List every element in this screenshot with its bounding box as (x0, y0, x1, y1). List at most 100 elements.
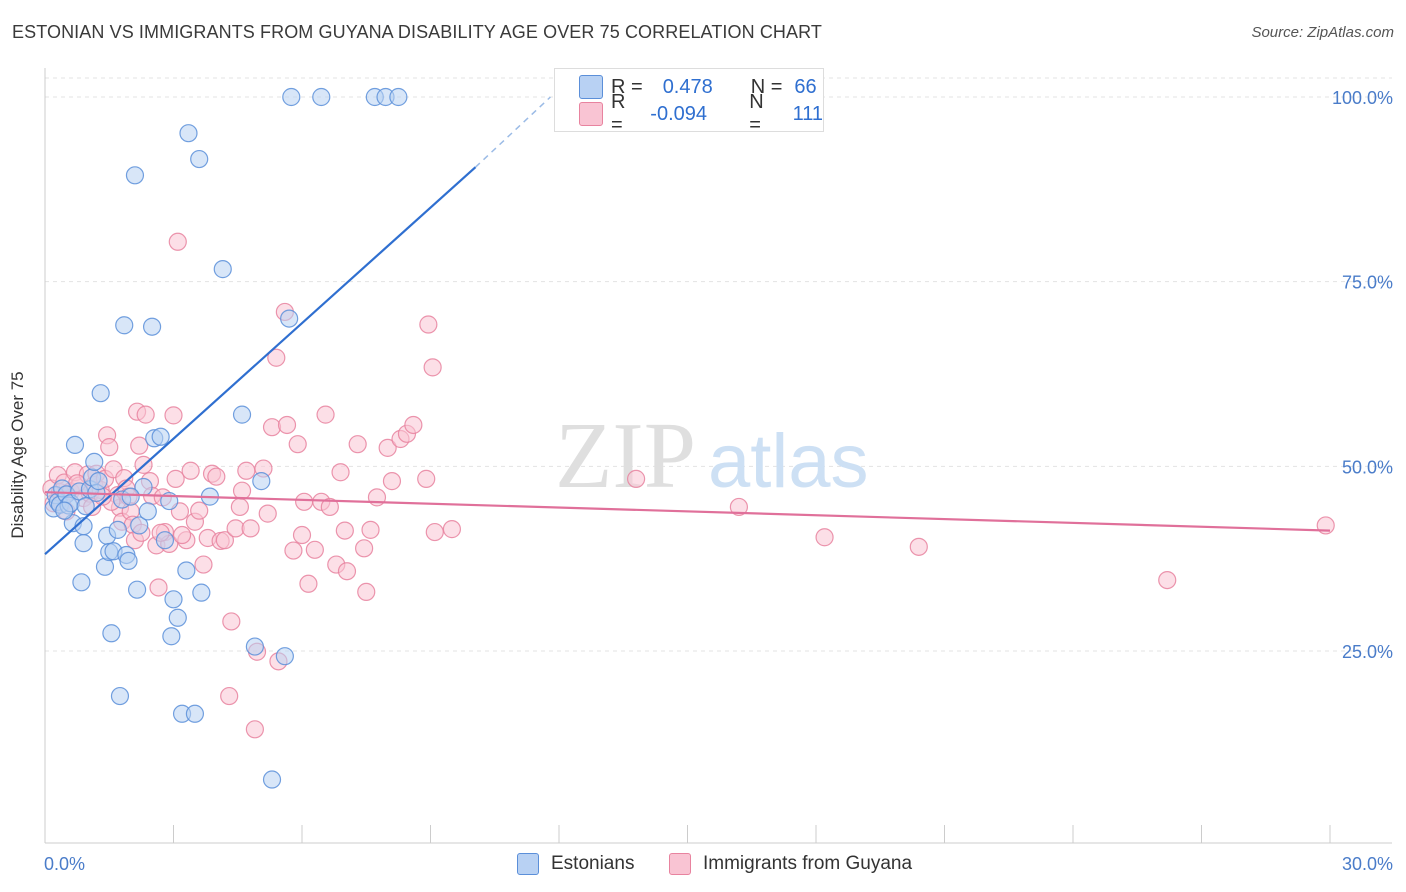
y-tick-label: 50.0% (1342, 457, 1393, 477)
watermark-zip: ZIP (555, 404, 696, 508)
guyana-point (331, 463, 350, 482)
guyana-point (337, 562, 357, 581)
guyana-point (220, 686, 239, 706)
estonian-point (115, 316, 134, 335)
estonian-point (72, 573, 91, 592)
n-label: N = (750, 75, 783, 98)
guyana-point (181, 461, 200, 480)
estonian-point (127, 580, 147, 599)
estonian-point (55, 501, 74, 520)
guyana-point (262, 418, 282, 437)
trend-lines (44, 96, 1331, 556)
estonian-point (232, 405, 252, 424)
legend-estonians-label: Estonians (551, 853, 635, 874)
guyana-point (130, 436, 149, 455)
guyana-point (316, 405, 335, 424)
guyana-swatch (579, 102, 603, 126)
guyana-point (815, 528, 834, 547)
guyana-point (425, 522, 444, 542)
estonian-point (74, 534, 93, 553)
estonian-point (85, 452, 104, 472)
estonians-trend-extension (474, 96, 551, 168)
guyana-r-value: -0.094 (650, 102, 708, 125)
estonian-point (177, 561, 196, 580)
estonian-point (65, 435, 85, 455)
guyana-point (299, 574, 318, 593)
guyana-point (100, 438, 119, 457)
estonian-point (192, 583, 211, 602)
legend-guyana-label: Immigrants from Guyana (703, 853, 913, 874)
guyana-point (295, 492, 314, 511)
watermark-atlas: atlas (708, 419, 869, 504)
guyana-point (288, 435, 307, 454)
y-tick-label: 100.0% (1332, 88, 1393, 108)
estonian-point (389, 87, 408, 107)
estonian-point (142, 317, 162, 336)
estonian-point (185, 704, 205, 723)
legend-item-estonians: Estonians (517, 851, 634, 877)
source-label: Source: ZipAtlas.com (1251, 24, 1394, 41)
guyana-point (166, 469, 185, 488)
guyana-n-value: 111 (792, 102, 823, 125)
guyana-point (361, 520, 380, 539)
guyana-point (241, 519, 260, 538)
y-tick-label: 25.0% (1342, 642, 1393, 662)
guyana-point (729, 497, 749, 517)
estonian-point (119, 551, 138, 570)
guyana-point (258, 504, 277, 523)
guyana-point (245, 720, 264, 739)
x-tick-label: 30.0% (1342, 854, 1393, 874)
guyana-point (442, 520, 462, 539)
estonian-point (312, 87, 331, 107)
guyana-point (626, 469, 646, 488)
guyana-point (335, 521, 354, 540)
estonian-point (213, 260, 232, 279)
guyana-point (378, 438, 397, 457)
guyana-point (1158, 570, 1177, 590)
guyana-point (207, 467, 226, 486)
guyana-point (136, 405, 155, 424)
y-axis-label: Disability Age Over 75 (8, 371, 27, 539)
estonian-point (245, 637, 264, 656)
stats-row-guyana: R = -0.094 N = 111 (579, 91, 823, 136)
estonians-swatch (579, 75, 603, 99)
guyana-point (194, 555, 213, 574)
legend-guyana-swatch (669, 853, 691, 875)
stats-row-estonians: R = 0.478 N = 66 (579, 74, 817, 100)
guyana-point (232, 481, 252, 500)
legend-item-guyana: Immigrants from Guyana (669, 851, 912, 877)
estonian-point (179, 124, 198, 143)
guyana-point (237, 461, 256, 480)
estonian-point (91, 384, 110, 403)
estonian-point (155, 531, 175, 550)
guyana-point (277, 415, 297, 435)
guyana-point (215, 531, 234, 550)
guyana-point (149, 578, 168, 597)
estonian-point (110, 686, 130, 706)
tick-labels: 25.0% 50.0% 75.0% 100.0% 0.0% 30.0% (44, 88, 1393, 874)
estonian-point (280, 309, 299, 328)
watermark: ZIP atlas (555, 404, 869, 508)
guyana-point (423, 358, 442, 377)
guyana-point (267, 348, 286, 367)
grid-lines (45, 77, 1392, 652)
estonian-point (162, 627, 181, 646)
guyana-point (190, 501, 209, 520)
guyana-trend-line (44, 491, 1331, 532)
guyana-point (222, 612, 241, 631)
guyana-point (305, 540, 324, 559)
estonian-point (282, 87, 301, 107)
estonian-point (125, 166, 145, 185)
guyana-point (355, 539, 374, 558)
guyana-point (284, 541, 303, 560)
guyana-point (292, 525, 312, 545)
guyana-point (909, 537, 928, 556)
estonian-point (76, 497, 95, 516)
estonian-point (121, 487, 140, 506)
guyana-point (419, 315, 438, 334)
legend-estonians-swatch (517, 853, 539, 875)
axes (44, 68, 1392, 844)
estonian-point (190, 149, 209, 169)
estonian-point (130, 516, 149, 535)
